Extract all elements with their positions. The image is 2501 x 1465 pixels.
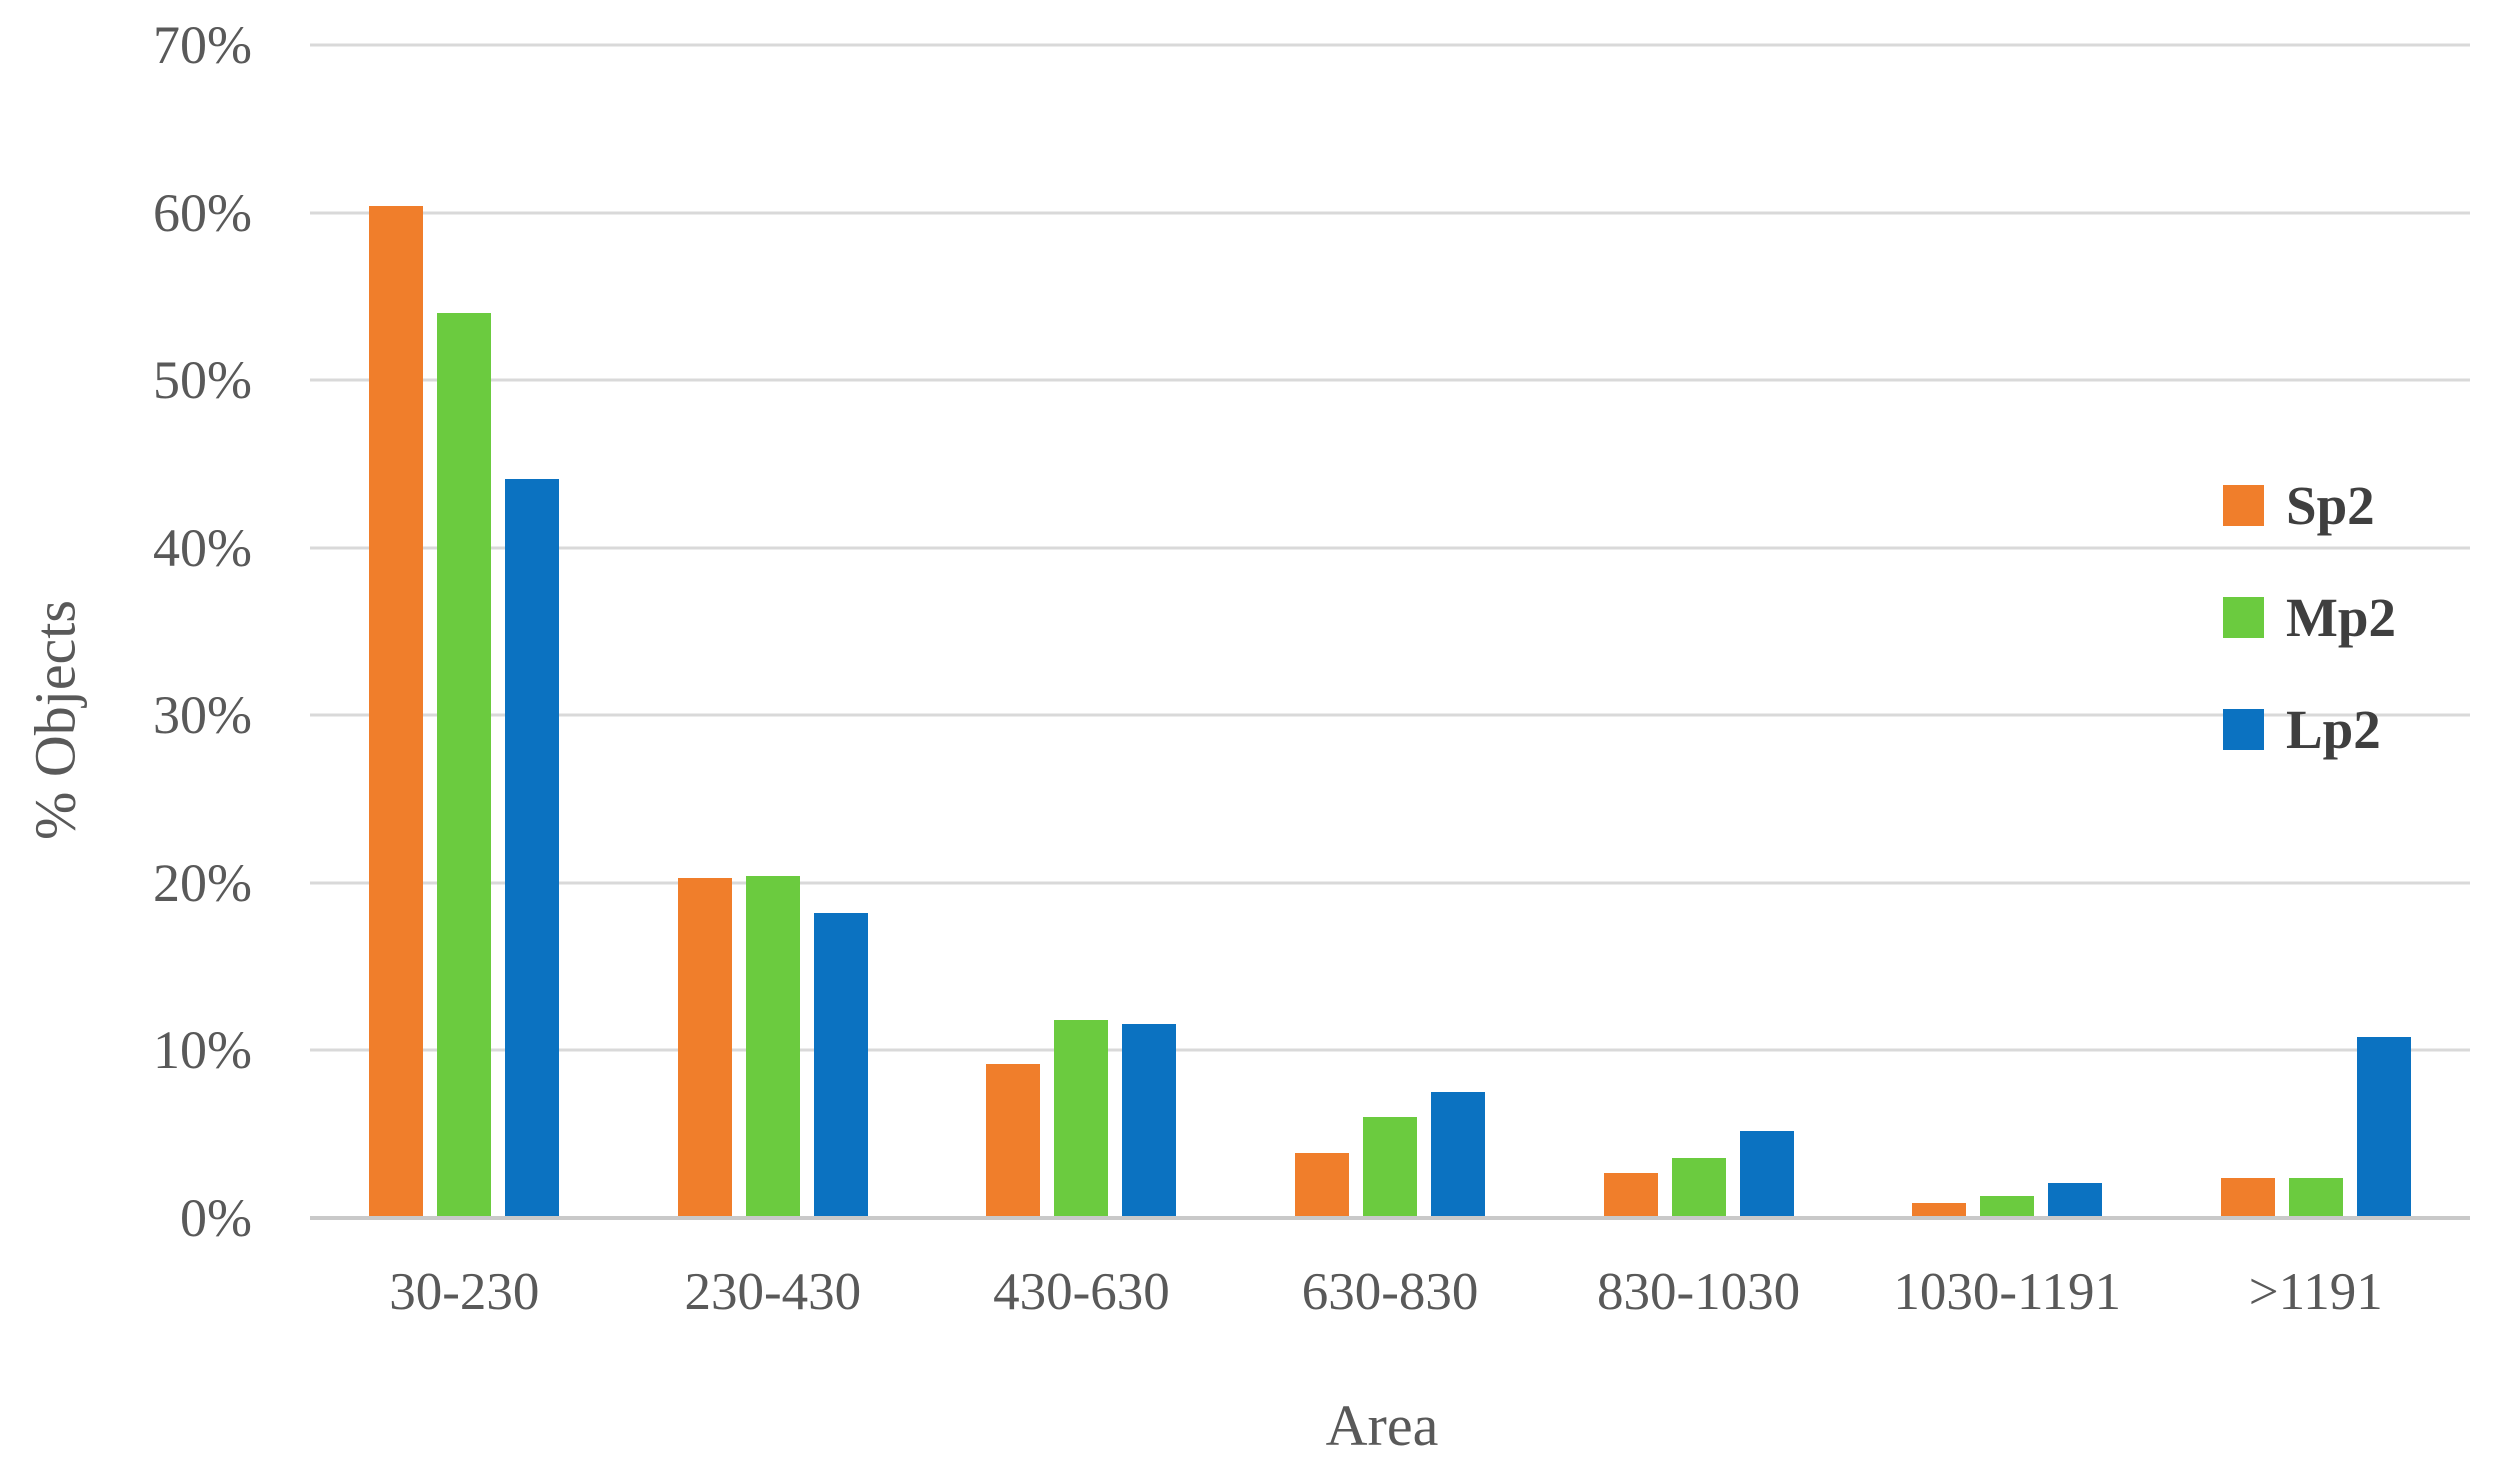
legend-label: Sp2 (2286, 475, 2375, 536)
bar-group-430-630 (927, 45, 1236, 1218)
x-tick-label-830-1030: 830-1030 (1597, 1263, 1801, 1321)
y-tick-label-0: 0% (180, 1188, 252, 1248)
bar-Mp2->1191 (2288, 1177, 2343, 1218)
x-axis-line (310, 1216, 2470, 1220)
bar-Sp2-830-1030 (1603, 1172, 1658, 1218)
bar-Mp2-230-430 (745, 876, 800, 1218)
bar-Sp2-630-830 (1295, 1152, 1350, 1218)
bar-Lp2-1030-1191 (2048, 1182, 2103, 1218)
bar-Lp2->1191 (2356, 1037, 2411, 1218)
bar-Lp2-230-430 (813, 913, 868, 1218)
bar-group-1030-1191 (1853, 45, 2162, 1218)
x-axis-title: Area (1325, 1393, 1439, 1458)
bar-Lp2-830-1030 (1739, 1130, 1794, 1218)
bar-Mp2-1030-1191 (1980, 1196, 2035, 1218)
y-tick-label-60: 60% (153, 182, 252, 243)
legend-entry-Mp2: Mp2 (2223, 590, 2396, 645)
bar-group-30-230 (310, 45, 619, 1218)
gridline-60 (310, 211, 2470, 215)
bar-group-230-430 (619, 45, 928, 1218)
x-tick-label-430-630: 430-630 (993, 1263, 1170, 1321)
gridline-40 (310, 546, 2470, 550)
legend-entry-Sp2: Sp2 (2223, 478, 2396, 533)
y-tick-label-50: 50% (153, 350, 252, 411)
x-tick-label-230-430: 230-430 (684, 1263, 862, 1321)
bar-Lp2-430-630 (1122, 1023, 1177, 1218)
bar-groups (310, 45, 2470, 1218)
bar-Sp2-430-630 (986, 1063, 1041, 1218)
bar-Sp2-30-230 (369, 205, 424, 1218)
bar-group-830-1030 (1544, 45, 1853, 1218)
bar-Sp2-230-430 (677, 877, 732, 1218)
x-tick-label-30-230: 30-230 (389, 1263, 540, 1321)
plot-area: 0% 10% 20% 30% 40% 50% 60% 70% 30-230 230-430 430… (153, 18, 2470, 1319)
gridline-50 (310, 378, 2470, 382)
x-tick-label-1030-1191: 1030-1191 (1893, 1263, 2122, 1321)
gridline-70 (310, 43, 2470, 47)
legend-swatch-icon (2223, 597, 2264, 638)
legend-swatch-icon (2223, 709, 2264, 750)
bar-Sp2->1191 (2220, 1177, 2275, 1218)
legend-entry-Lp2: Lp2 (2223, 702, 2396, 757)
bar-Mp2-430-630 (1054, 1020, 1109, 1218)
legend-label: Lp2 (2286, 699, 2381, 760)
y-tick-label-30: 30% (153, 685, 252, 746)
gridline-20 (310, 881, 2470, 885)
legend: Sp2 Mp2 Lp2 (2223, 478, 2396, 757)
bar-Mp2-830-1030 (1671, 1157, 1726, 1218)
gridline-10 (310, 1048, 2470, 1052)
bar-Sp2-1030-1191 (1912, 1202, 1967, 1218)
bar-Mp2-30-230 (437, 313, 492, 1218)
bar-Lp2-30-230 (505, 479, 560, 1218)
gridline-30 (310, 713, 2470, 717)
y-tick-label-10: 10% (153, 1020, 252, 1081)
y-tick-label-70: 70% (153, 15, 252, 75)
y-tick-label-20: 20% (153, 852, 252, 913)
x-tick-label->1191: >1191 (2248, 1263, 2383, 1321)
bar-group-630-830 (1236, 45, 1545, 1218)
legend-label: Mp2 (2286, 587, 2396, 648)
bar-Mp2-630-830 (1363, 1117, 1418, 1218)
y-tick-label-40: 40% (153, 517, 252, 578)
bar-Lp2-630-830 (1431, 1092, 1486, 1218)
x-tick-labels: 30-230 230-430 430-630 630-830 830-1030 1030-… (310, 1266, 2470, 1319)
bar-group->1191 (2161, 45, 2470, 1218)
x-tick-label-630-830: 630-830 (1301, 1263, 1479, 1321)
legend-swatch-icon (2223, 485, 2264, 526)
y-axis-title: % Objects (22, 600, 88, 840)
